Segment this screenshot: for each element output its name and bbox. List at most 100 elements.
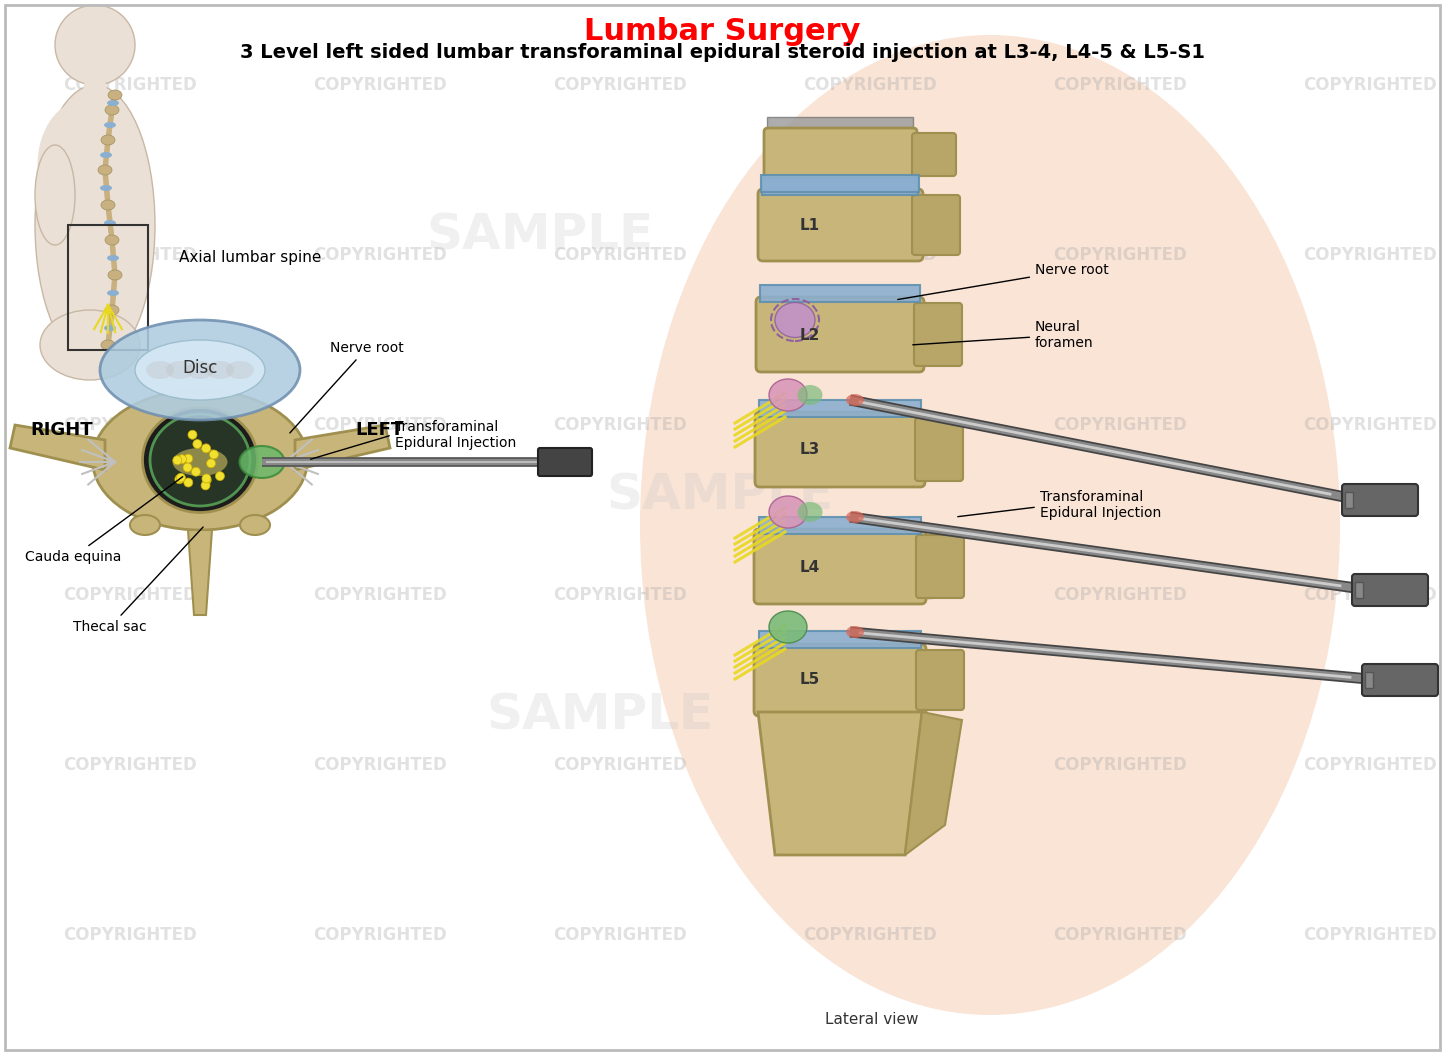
Bar	[68, 225, 147, 350]
Polygon shape	[295, 425, 390, 469]
Ellipse shape	[105, 106, 118, 115]
Ellipse shape	[38, 100, 133, 230]
Text: COPYRIGHTED: COPYRIGHTED	[64, 756, 197, 774]
Circle shape	[192, 440, 202, 448]
Text: Axial lumbar spine: Axial lumbar spine	[179, 250, 321, 265]
Ellipse shape	[769, 611, 806, 642]
Text: COPYRIGHTED: COPYRIGHTED	[803, 76, 936, 94]
Ellipse shape	[105, 305, 118, 315]
Ellipse shape	[845, 511, 864, 523]
Ellipse shape	[798, 502, 822, 522]
Ellipse shape	[100, 152, 113, 158]
Text: L2: L2	[801, 327, 821, 343]
Text: COPYRIGHTED: COPYRIGHTED	[803, 586, 936, 605]
Text: COPYRIGHTED: COPYRIGHTED	[314, 926, 447, 944]
Text: Cauda equina: Cauda equina	[25, 477, 182, 564]
Ellipse shape	[769, 496, 806, 528]
Text: COPYRIGHTED: COPYRIGHTED	[803, 416, 936, 434]
Text: COPYRIGHTED: COPYRIGHTED	[64, 416, 197, 434]
Ellipse shape	[100, 185, 113, 191]
Text: Thecal sac: Thecal sac	[74, 528, 204, 634]
Ellipse shape	[130, 515, 160, 535]
Ellipse shape	[35, 145, 75, 245]
Ellipse shape	[104, 122, 116, 128]
Polygon shape	[82, 75, 108, 95]
Ellipse shape	[101, 340, 116, 350]
Text: COPYRIGHTED: COPYRIGHTED	[1053, 926, 1186, 944]
FancyBboxPatch shape	[759, 189, 923, 261]
FancyBboxPatch shape	[916, 650, 964, 710]
Text: COPYRIGHTED: COPYRIGHTED	[1303, 586, 1436, 605]
FancyBboxPatch shape	[912, 133, 957, 176]
Text: LEFT: LEFT	[355, 421, 403, 439]
Text: COPYRIGHTED: COPYRIGHTED	[314, 586, 447, 605]
Text: COPYRIGHTED: COPYRIGHTED	[803, 926, 936, 944]
Text: SAMPLE: SAMPLE	[487, 691, 714, 738]
Circle shape	[175, 475, 184, 484]
Text: Lateral view: Lateral view	[825, 1012, 919, 1027]
Text: COPYRIGHTED: COPYRIGHTED	[64, 586, 197, 605]
Text: COPYRIGHTED: COPYRIGHTED	[553, 586, 686, 605]
Text: L1: L1	[801, 217, 821, 232]
Circle shape	[207, 459, 215, 467]
Ellipse shape	[186, 361, 214, 379]
Bar	[762, 175, 919, 192]
Text: Lumbar Surgery: Lumbar Surgery	[584, 17, 860, 46]
Circle shape	[184, 454, 192, 463]
Bar	[759, 400, 920, 417]
Ellipse shape	[92, 390, 308, 530]
Text: COPYRIGHTED: COPYRIGHTED	[314, 76, 447, 94]
Text: SAMPLE: SAMPLE	[426, 211, 653, 258]
Polygon shape	[95, 50, 120, 65]
FancyBboxPatch shape	[754, 529, 926, 605]
Circle shape	[184, 478, 192, 487]
Ellipse shape	[105, 235, 118, 245]
FancyBboxPatch shape	[764, 128, 918, 181]
Text: RIGHT: RIGHT	[30, 421, 92, 439]
Text: COPYRIGHTED: COPYRIGHTED	[1303, 76, 1436, 94]
Ellipse shape	[108, 90, 121, 100]
Text: L4: L4	[801, 559, 821, 575]
Ellipse shape	[98, 165, 113, 175]
Text: COPYRIGHTED: COPYRIGHTED	[803, 756, 936, 774]
Ellipse shape	[172, 448, 227, 476]
Bar	[759, 517, 920, 534]
Text: COPYRIGHTED: COPYRIGHTED	[553, 926, 686, 944]
Bar	[759, 631, 920, 648]
FancyBboxPatch shape	[754, 413, 925, 487]
Circle shape	[184, 463, 192, 472]
Ellipse shape	[107, 255, 118, 261]
FancyBboxPatch shape	[916, 535, 964, 598]
Polygon shape	[905, 712, 962, 855]
Circle shape	[215, 472, 224, 481]
Text: COPYRIGHTED: COPYRIGHTED	[803, 246, 936, 264]
Ellipse shape	[104, 325, 116, 331]
Ellipse shape	[143, 407, 257, 513]
Circle shape	[191, 467, 201, 476]
Text: COPYRIGHTED: COPYRIGHTED	[1303, 926, 1436, 944]
Text: COPYRIGHTED: COPYRIGHTED	[553, 416, 686, 434]
FancyBboxPatch shape	[1353, 574, 1428, 606]
FancyBboxPatch shape	[915, 303, 962, 366]
Text: Neural
foramen: Neural foramen	[913, 320, 1094, 350]
Polygon shape	[10, 425, 105, 469]
Bar	[1355, 582, 1363, 598]
Text: COPYRIGHTED: COPYRIGHTED	[553, 246, 686, 264]
Text: COPYRIGHTED: COPYRIGHTED	[64, 246, 197, 264]
Text: COPYRIGHTED: COPYRIGHTED	[1053, 586, 1186, 605]
Circle shape	[176, 474, 185, 482]
Ellipse shape	[55, 5, 134, 85]
Text: COPYRIGHTED: COPYRIGHTED	[1053, 246, 1186, 264]
Text: 3 Level left sided lumbar transforaminal epidural steroid injection at L3-4, L4-: 3 Level left sided lumbar transforaminal…	[240, 43, 1205, 62]
Text: COPYRIGHTED: COPYRIGHTED	[64, 76, 197, 94]
Text: Nerve root: Nerve root	[290, 341, 403, 433]
Circle shape	[178, 455, 186, 464]
Text: COPYRIGHTED: COPYRIGHTED	[314, 246, 447, 264]
Circle shape	[188, 430, 197, 439]
Ellipse shape	[166, 361, 194, 379]
Text: COPYRIGHTED: COPYRIGHTED	[314, 416, 447, 434]
Circle shape	[202, 476, 211, 484]
FancyBboxPatch shape	[1342, 484, 1418, 516]
Ellipse shape	[150, 414, 250, 506]
Ellipse shape	[104, 220, 116, 226]
